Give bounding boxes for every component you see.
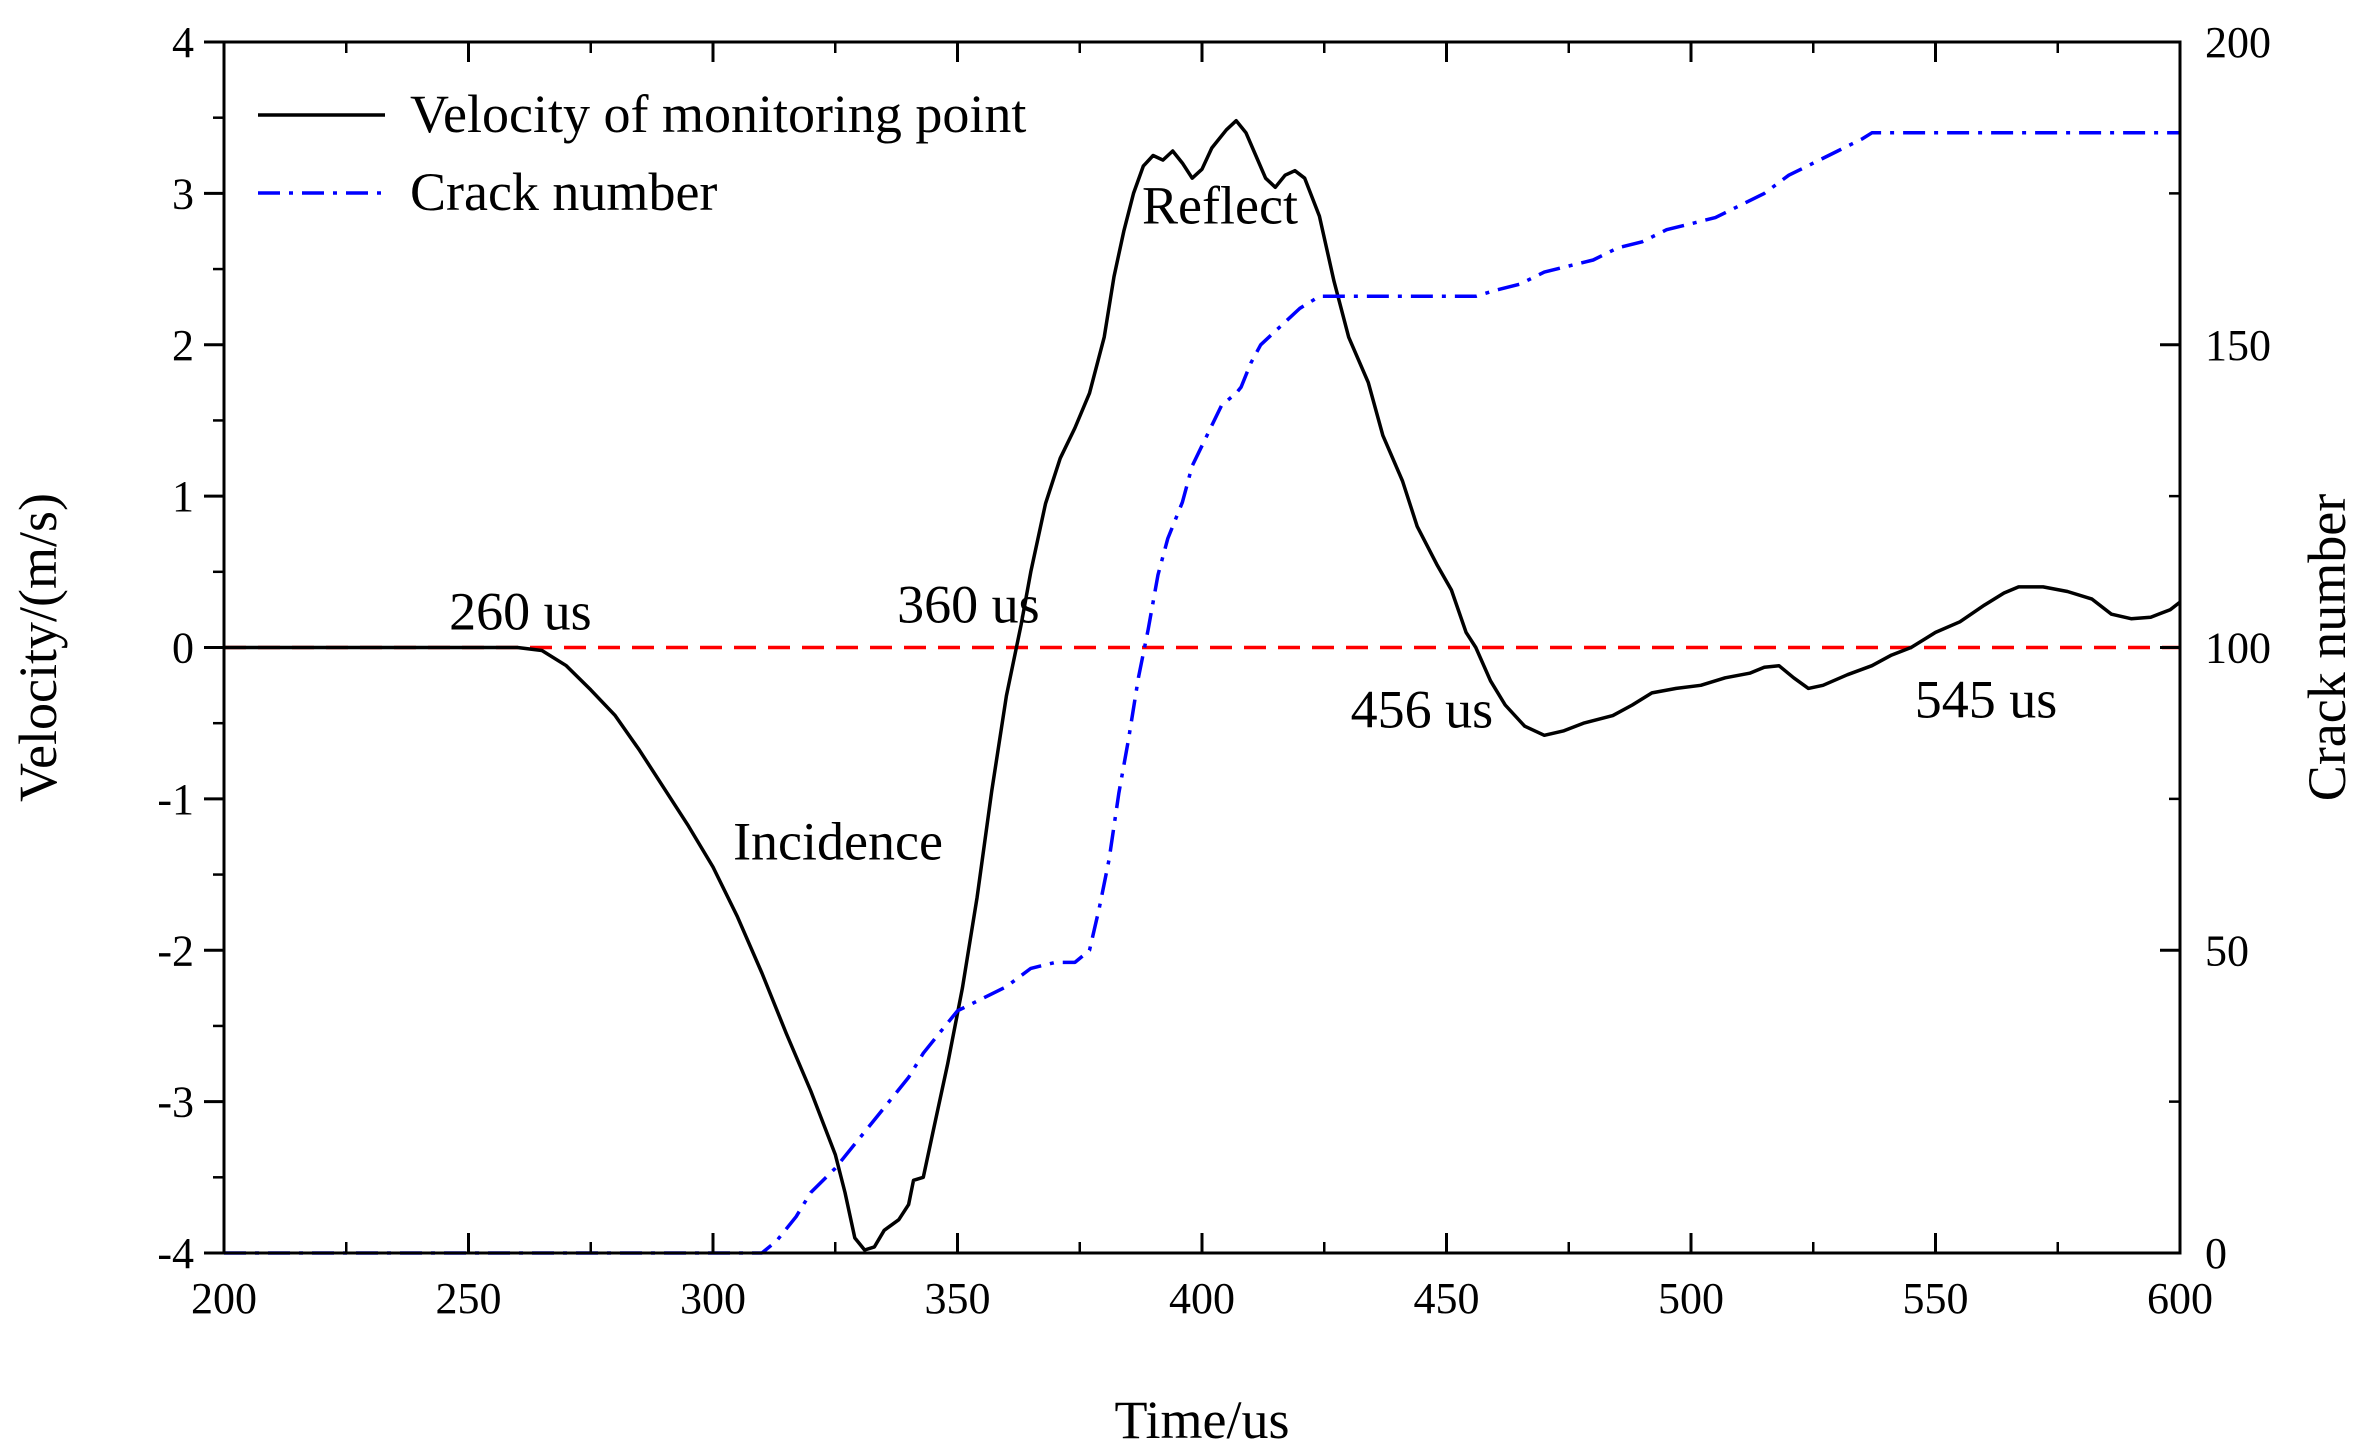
y-left-tick-label: -4 (157, 1229, 194, 1278)
x-tick-label: 550 (1903, 1274, 1969, 1323)
legend-label: Crack number (410, 162, 717, 222)
annotation-label: 260 us (449, 582, 592, 642)
y-left-tick-label: -1 (157, 775, 194, 824)
annotation-label: 545 us (1915, 670, 2058, 730)
velocity-line (224, 118, 2182, 1252)
y-left-tick-label: 4 (172, 18, 194, 67)
y-left-tick-label: 3 (172, 169, 194, 218)
y-axis-left-title: Velocity/(m/s) (8, 493, 68, 802)
annotations-layer: 260 us 360 us 456 us 545 us Incidence Reflect (449, 176, 2057, 872)
series-layer (224, 118, 2182, 1255)
y-right-tick-label: 200 (2205, 18, 2271, 67)
x-tick-label: 600 (2147, 1274, 2213, 1323)
y-right-tick-label: 50 (2205, 926, 2249, 975)
annotation-label: 360 us (897, 575, 1040, 635)
legend-label: Velocity of monitoring point (410, 84, 1026, 144)
annotation-label: Reflect (1142, 176, 1298, 236)
x-tick-label: 500 (1658, 1274, 1724, 1323)
x-tick-label: 400 (1169, 1274, 1235, 1323)
y-right-tick-label: 100 (2205, 624, 2271, 673)
x-tick-label: 350 (925, 1274, 991, 1323)
y-right-tick-label: 0 (2205, 1229, 2227, 1278)
legend: Velocity of monitoring point Crack number (258, 84, 1026, 222)
y-left-tick-label: -2 (157, 926, 194, 975)
x-tick-label: 300 (680, 1274, 746, 1323)
x-tick-label: 200 (191, 1274, 257, 1323)
y-right-tick-label: 150 (2205, 321, 2271, 370)
y-left-tick-label: 0 (172, 624, 194, 673)
x-tick-label: 250 (436, 1274, 502, 1323)
ticks-layer: 200 250 300 350 400 450 500 550 600-4-3-2-101234… (157, 18, 2271, 1323)
annotation-label: Incidence (733, 811, 943, 871)
y-left-tick-label: 2 (172, 321, 194, 370)
y-axis-right-title: Crack number (2297, 494, 2357, 801)
y-left-tick-label: -3 (157, 1078, 194, 1127)
x-tick-label: 450 (1414, 1274, 1480, 1323)
y-left-tick-label: 1 (172, 472, 194, 521)
annotation-label: 456 us (1351, 680, 1494, 740)
x-axis-title: Time/us (1114, 1390, 1289, 1450)
crack-number-line (224, 131, 2180, 1255)
